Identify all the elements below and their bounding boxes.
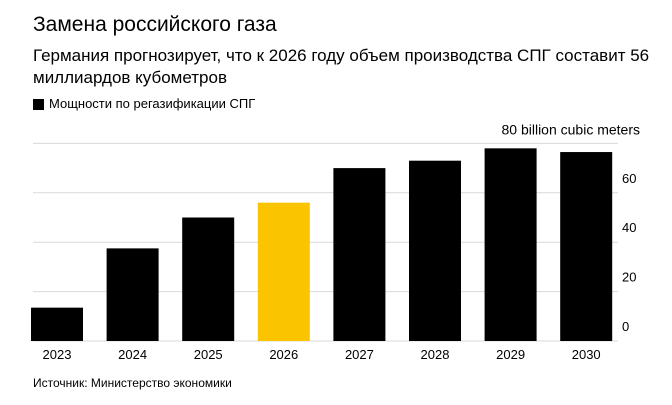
bar-2025 [182,217,235,341]
bar-2024 [106,248,159,341]
y-axis-title: 80 billion cubic meters [501,121,640,137]
y-tick-label: 40 [622,220,636,235]
x-tick-label: 2025 [194,347,223,362]
y-tick-label: 0 [622,319,629,334]
x-tick-label: 2030 [572,347,601,362]
legend: Мощности по регазификации СПГ [33,97,255,111]
x-tick-label: 2023 [43,347,72,362]
x-tick-label: 2028 [421,347,450,362]
bar-2023 [31,307,83,341]
bar-2026 [257,202,310,341]
bar-2029 [484,148,537,341]
chart-subtitle: Германия прогнозирует, что к 2026 году о… [33,46,650,87]
y-tick-label: 20 [622,270,636,285]
bar-2027 [333,168,386,341]
source-note: Источник: Министерство экономики [33,376,232,390]
x-tick-label: 2024 [118,347,147,362]
x-tick-label: 2026 [269,347,298,362]
legend-label: Мощности по регазификации СПГ [49,96,256,111]
bar-2030 [560,152,613,341]
chart-title: Замена российского газа [33,13,277,36]
bar-2028 [409,160,461,341]
legend-swatch [33,98,44,110]
y-tick-label: 60 [622,171,636,186]
x-tick-label: 2029 [496,347,525,362]
x-tick-label: 2027 [345,347,374,362]
